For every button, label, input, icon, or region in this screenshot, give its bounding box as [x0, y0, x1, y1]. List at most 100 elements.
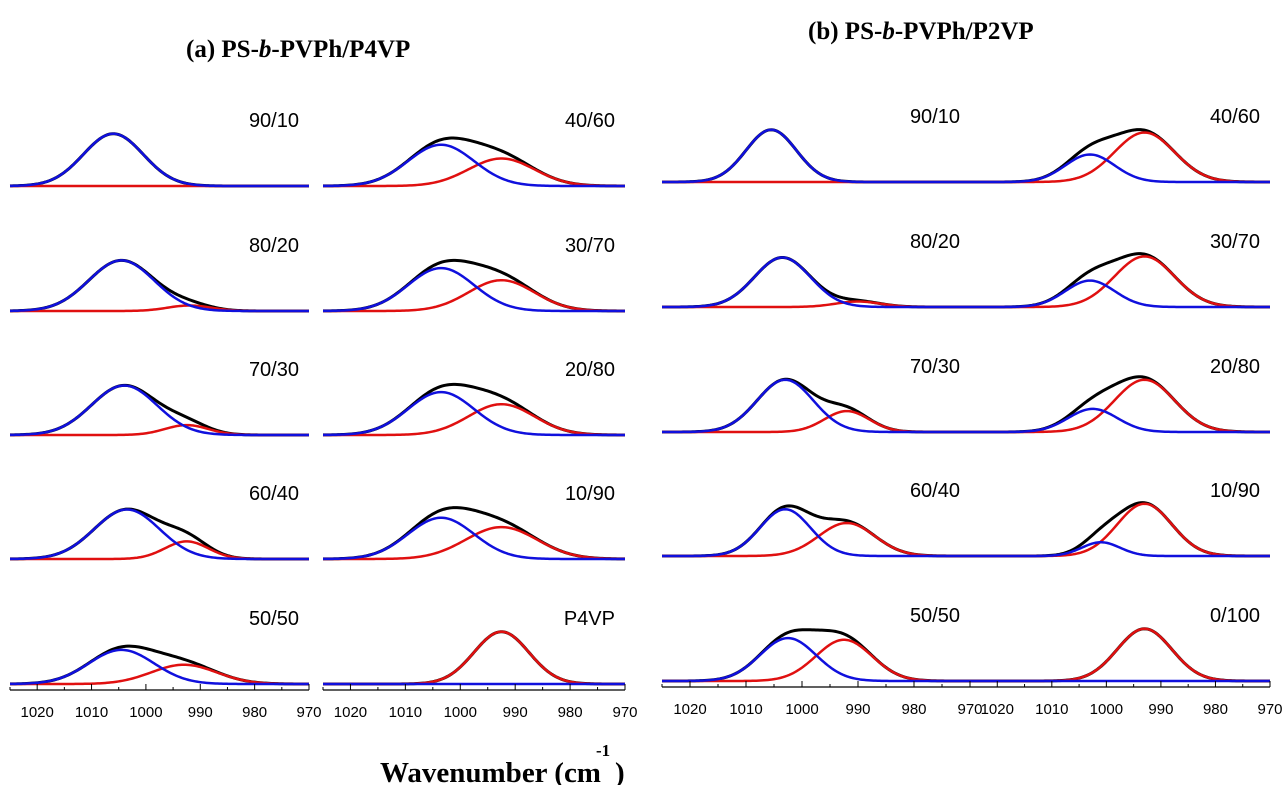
- x-tick-label: 990: [845, 701, 870, 718]
- x-tick-label: 990: [503, 704, 528, 721]
- free-band-line: [9, 508, 309, 561]
- x-tick-label: 1020: [20, 704, 53, 721]
- x-axis-label: Wavenumber (cm: [380, 757, 601, 785]
- composition-label: 70/30: [249, 359, 299, 381]
- composition-label: 30/70: [1210, 231, 1260, 253]
- free-band-line: [322, 143, 625, 188]
- subplot-0-8: 10/90: [322, 483, 626, 561]
- subplot-0-6: 30/70: [322, 235, 625, 313]
- subplot-1-2: 70/30: [662, 356, 970, 434]
- composition-label: 30/70: [565, 235, 615, 257]
- free-band-line: [322, 390, 625, 437]
- subplot-0-7: 20/80: [322, 359, 625, 437]
- subplot-1-9: 0/100: [970, 605, 1270, 683]
- composition-label: 10/90: [1210, 480, 1260, 502]
- x-tick-label: 980: [558, 704, 583, 721]
- bonded-band-line: [970, 378, 1270, 434]
- bonded-band-line: [662, 409, 970, 434]
- free-band-line: [970, 407, 1270, 434]
- x-tick-label: 970: [612, 704, 637, 721]
- subplot-1-3: 60/40: [662, 480, 970, 558]
- total-band-line: [970, 627, 1270, 683]
- x-tick-label: 1000: [444, 704, 477, 721]
- composition-label: 20/80: [1210, 356, 1260, 378]
- bonded-band-line: [323, 278, 625, 313]
- composition-label: 60/40: [910, 480, 960, 502]
- bonded-band-line: [323, 157, 626, 188]
- composition-label: 20/80: [565, 359, 615, 381]
- subplot-1-8: 10/90: [970, 480, 1270, 558]
- subplot-0-9: P4VP: [323, 608, 625, 686]
- total-band-line: [9, 644, 310, 686]
- subplot-1-6: 30/70: [970, 231, 1270, 309]
- x-tick-label: 1020: [673, 701, 706, 718]
- subplot-0-0: 90/10: [9, 110, 309, 188]
- free-band-line: [9, 648, 309, 686]
- bonded-band-line: [970, 627, 1270, 683]
- x-tick-label: 1020: [334, 704, 367, 721]
- composition-label: P4VP: [564, 608, 615, 630]
- total-band-line: [970, 252, 1270, 309]
- total-band-line: [970, 375, 1270, 434]
- x-axis-1-1: 1020 1010 1000 990 980 970: [969, 681, 1283, 718]
- subplot-1-5: 40/60: [970, 106, 1270, 184]
- composition-label: 50/50: [910, 605, 960, 627]
- total-band-line: [323, 630, 625, 686]
- x-tick-label: 1000: [129, 704, 162, 721]
- bonded-band-line: [10, 540, 309, 561]
- x-tick-label: 980: [901, 701, 926, 718]
- x-tick-label: 980: [1203, 701, 1228, 718]
- subplot-0-3: 60/40: [9, 483, 309, 561]
- x-tick-label: 970: [296, 704, 321, 721]
- free-band-line: [970, 540, 1270, 558]
- bonded-band-line: [970, 255, 1270, 309]
- subplot-0-4: 50/50: [9, 608, 310, 686]
- composition-label: 80/20: [249, 235, 299, 257]
- subplot-0-5: 40/60: [322, 110, 626, 188]
- bonded-band-line: [323, 402, 625, 437]
- x-tick-label: 980: [242, 704, 267, 721]
- free-band-line: [662, 378, 970, 434]
- composition-label: 0/100: [1210, 605, 1260, 627]
- composition-label: 60/40: [249, 483, 299, 505]
- free-band-line: [9, 132, 309, 188]
- x-axis-0-1: 1020 1010 1000 990 980 970: [322, 684, 638, 721]
- free-band-line: [662, 507, 970, 558]
- x-tick-label: 1000: [785, 701, 818, 718]
- x-tick-label: 970: [1257, 701, 1282, 718]
- subplot-1-0: 90/10: [661, 106, 970, 184]
- free-band-line: [322, 516, 625, 561]
- free-band-line: [9, 384, 309, 437]
- x-tick-label: 990: [188, 704, 213, 721]
- free-band-line: [662, 636, 970, 683]
- x-tick-label: 1010: [389, 704, 422, 721]
- x-tick-label: 1020: [981, 701, 1014, 718]
- total-band-line: [9, 383, 309, 437]
- subplot-1-7: 20/80: [970, 356, 1270, 434]
- subplot-1-4: 50/50: [662, 605, 970, 683]
- free-band-line: [322, 266, 625, 313]
- composition-label: 90/10: [249, 110, 299, 132]
- composition-label: 90/10: [910, 106, 960, 128]
- total-band-line: [662, 504, 970, 558]
- composition-label: 80/20: [910, 231, 960, 253]
- bonded-band-line: [662, 638, 970, 683]
- panel-title-a: (a) PS-b-PVPh/P4VP: [186, 36, 410, 63]
- free-band-line: [661, 256, 970, 309]
- panel-title-b: (b) PS-b-PVPh/P2VP: [808, 18, 1034, 45]
- x-axis-label-close: ): [615, 757, 625, 785]
- composition-label: 40/60: [1210, 106, 1260, 128]
- x-tick-label: 1010: [75, 704, 108, 721]
- composition-label: 40/60: [565, 110, 615, 132]
- total-band-line: [661, 128, 970, 184]
- subplot-1-1: 80/20: [661, 231, 970, 309]
- free-band-line: [970, 153, 1270, 184]
- free-band-line: [970, 279, 1270, 309]
- x-axis-0-0: 1020 1010 1000 990 980 970: [9, 684, 322, 721]
- x-tick-label: 990: [1148, 701, 1173, 718]
- subplot-0-2: 70/30: [9, 359, 309, 437]
- bonded-band-line: [10, 663, 310, 686]
- composition-label: 50/50: [249, 608, 299, 630]
- free-band-line: [9, 259, 309, 313]
